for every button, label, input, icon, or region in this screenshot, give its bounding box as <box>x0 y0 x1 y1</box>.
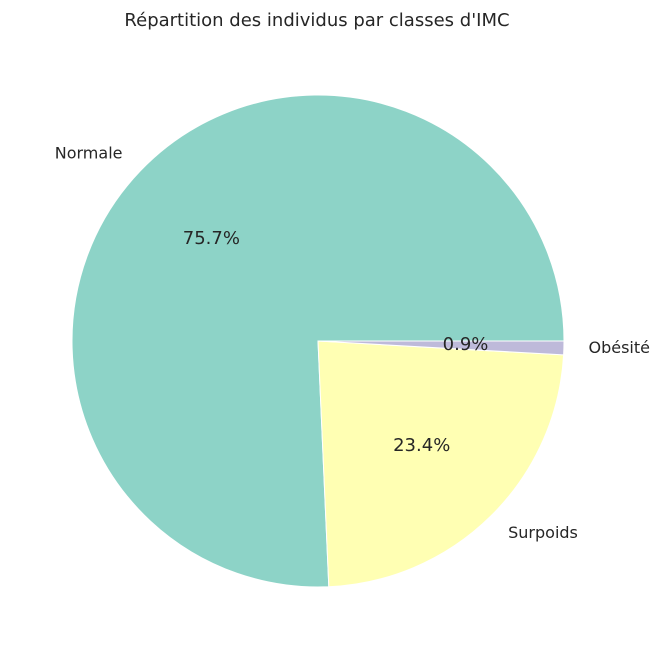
percent-label-obesite: 0.9% <box>443 334 489 355</box>
pie-labels: Normale 75.7% Surpoids 23.4% Obésité 0.9% <box>55 143 650 542</box>
pie-slice-normale <box>71 94 565 588</box>
pie-slice-surpoids <box>317 340 565 588</box>
chart-title: Répartition des individus par classes d'… <box>124 10 509 31</box>
slice-label-surpoids: Surpoids <box>508 523 578 542</box>
percent-label-normale: 75.7% <box>183 228 240 249</box>
percent-label-surpoids: 23.4% <box>393 435 450 456</box>
pie-slices <box>71 94 565 588</box>
pie-slice-obesite <box>317 340 565 356</box>
slice-label-obesite: Obésité <box>588 338 650 357</box>
slice-label-normale: Normale <box>55 143 123 162</box>
